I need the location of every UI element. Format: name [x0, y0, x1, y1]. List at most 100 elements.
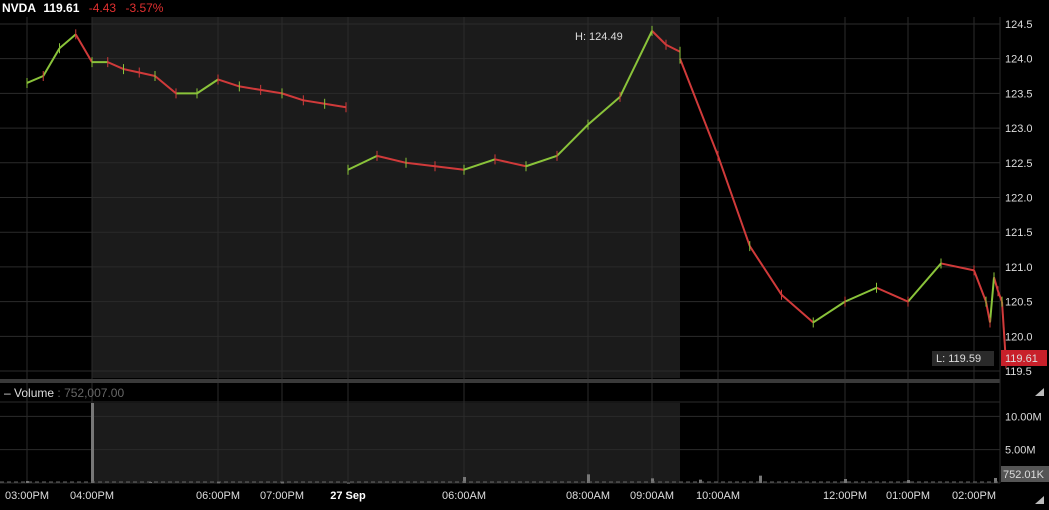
price-segment: [993, 277, 999, 292]
x-tick-label: 04:00PM: [70, 490, 114, 502]
x-tick-label: 01:00PM: [886, 490, 930, 502]
price-segment: [405, 161, 436, 168]
last-price-box: [1001, 350, 1047, 366]
x-tick-label: 27 Sep: [330, 490, 366, 502]
price-segment: [107, 61, 124, 70]
price-segment: [812, 300, 846, 324]
scroll-right-icon[interactable]: [1035, 388, 1044, 396]
price-segment: [139, 71, 156, 77]
price-segment: [42, 47, 61, 77]
ticker-change: -4.43: [88, 1, 117, 15]
volume-bar: [281, 482, 284, 484]
price-segment: [74, 33, 93, 63]
price-segment: [281, 92, 304, 102]
price-segment: [876, 286, 909, 303]
collapse-icon[interactable]: –: [4, 386, 11, 400]
y-tick-label: 122.0: [1005, 193, 1033, 205]
x-tick-label: 08:00AM: [566, 490, 610, 502]
y-tick-label: 123.0: [1005, 123, 1033, 135]
volume-series: [0, 403, 1000, 484]
volume-bar: [587, 474, 590, 483]
x-tick-label: 02:00PM: [952, 490, 996, 502]
low-annotation-box: [932, 351, 994, 366]
price-segment: [665, 43, 681, 53]
price-segment: [907, 262, 942, 303]
price-segment: [587, 96, 621, 126]
volume-bar: [463, 477, 466, 483]
volume-bar: [907, 480, 910, 483]
volume-bar: [91, 403, 94, 483]
x-tick-label: 06:00PM: [196, 490, 240, 502]
volume-bar: [651, 478, 654, 483]
price-segment: [679, 58, 719, 157]
price-segment: [463, 158, 496, 171]
volume-panel-label: – Volume : 752,007.00: [4, 386, 125, 400]
session-shade-volume: [92, 403, 680, 483]
volume-bar: [699, 479, 702, 483]
price-segment: [154, 75, 177, 95]
price-segment: [376, 154, 407, 164]
price-segment: [844, 286, 877, 303]
price-segment: [780, 293, 814, 324]
y-tick-label: 124.0: [1005, 54, 1033, 66]
price-segment: [973, 270, 987, 302]
price-segment: [556, 123, 589, 157]
scroll-corner-icon[interactable]: [1035, 496, 1044, 504]
price-segment: [619, 30, 653, 98]
price-segment: [940, 262, 975, 272]
y-tick-label: 121.5: [1005, 227, 1033, 239]
y-tick-label: 121.0: [1005, 262, 1033, 274]
price-segment: [217, 78, 240, 88]
price-segment: [748, 245, 783, 296]
y-tick-label: 120.5: [1005, 297, 1033, 309]
volume-bar: [26, 481, 29, 483]
price-series: [26, 25, 1007, 369]
volume-bar: [759, 475, 762, 483]
price-segment: [494, 158, 527, 168]
volume-title: Volume: [14, 386, 55, 400]
volume-bar: [217, 482, 220, 484]
x-tick-label: 07:00PM: [260, 490, 304, 502]
high-annotation: H: 124.49: [575, 31, 623, 43]
volume-value: 752,007.00: [64, 386, 125, 400]
volume-bar: [844, 479, 847, 483]
y-tick-label: 122.5: [1005, 158, 1033, 170]
price-segment: [651, 30, 667, 46]
last-volume-label: 752.01K: [1003, 469, 1045, 481]
price-segment: [525, 154, 558, 168]
price-segment: [434, 165, 465, 171]
last-price-label: 119.61: [1005, 353, 1038, 365]
y-tick-label: 123.5: [1005, 88, 1033, 100]
price-segment: [303, 99, 325, 105]
y-tick-label: 124.5: [1005, 19, 1033, 31]
x-tick-label: 10:00AM: [696, 490, 740, 502]
vol-y-tick-label: 5.00M: [1005, 445, 1036, 457]
last-volume-box: [1001, 466, 1049, 482]
ticker-change-pct: -3.57%: [125, 1, 164, 15]
time-x-axis: 03:00PM 04:00PM 06:00PM 07:00PM 27 Sep 06:00A…: [5, 490, 996, 502]
price-segment: [989, 277, 995, 323]
price-segment: [324, 102, 347, 109]
price-segment: [123, 68, 140, 74]
volume-y-axis: 10.00M 5.00M: [1005, 411, 1042, 456]
x-tick-label: 09:00AM: [630, 490, 674, 502]
price-segment: [58, 33, 77, 50]
grid-lines: [0, 17, 1000, 483]
price-y-axis: 124.5 124.0 123.5 123.0 122.5 122.0 121.5 121.0…: [1005, 19, 1033, 378]
panel-separator[interactable]: [0, 379, 1000, 383]
y-tick-label: 119.5: [1005, 366, 1032, 378]
vol-y-tick-label: 10.00M: [1005, 411, 1042, 423]
volume-bar: [994, 477, 997, 483]
volume-bar: [347, 482, 350, 484]
price-segment: [196, 78, 219, 95]
price-segment: [239, 85, 261, 91]
low-annotation: L: 119.59: [936, 353, 981, 365]
x-tick-label: 06:00AM: [442, 490, 486, 502]
y-tick-label: 120.0: [1005, 331, 1033, 343]
price-segment: [717, 155, 751, 247]
price-segment: [260, 88, 283, 95]
ticker-header: NVDA 119.61 -4.43 -3.57%: [0, 0, 163, 17]
price-segment: [347, 154, 378, 171]
price-segment: [26, 75, 44, 84]
